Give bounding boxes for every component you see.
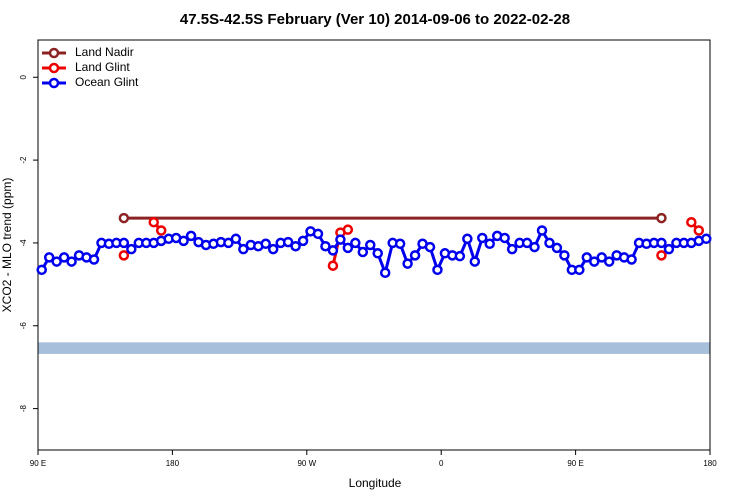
point: [379, 267, 391, 278]
point: [223, 237, 234, 249]
point: [365, 239, 376, 251]
point: [58, 252, 70, 263]
point: [656, 250, 667, 261]
point: [148, 216, 159, 228]
point: [88, 254, 100, 265]
x-tick-label: 0: [439, 459, 444, 468]
point: [118, 250, 130, 261]
point: [656, 212, 667, 224]
point: [454, 250, 466, 262]
x-tick-label: 90 E: [567, 459, 583, 468]
legend-label: Ocean Glint: [75, 75, 139, 89]
point: [66, 256, 77, 267]
x-tick-label: 90 E: [30, 459, 46, 468]
point: [327, 245, 339, 256]
point: [230, 233, 242, 245]
point: [342, 224, 354, 235]
y-tick-label: 0: [19, 74, 28, 79]
y-tick-label: -2: [19, 156, 28, 164]
point: [36, 264, 47, 276]
legend-marker: [48, 62, 60, 74]
point: [335, 234, 346, 245]
point: [409, 250, 421, 261]
point: [424, 241, 436, 253]
point: [402, 258, 413, 269]
point: [267, 243, 279, 255]
point: [155, 225, 167, 236]
y-tick-label: -4: [19, 239, 28, 247]
point: [529, 241, 540, 253]
point: [462, 233, 473, 245]
point: [432, 264, 443, 276]
point: [350, 237, 361, 249]
point: [603, 256, 615, 267]
point: [394, 238, 406, 250]
point: [320, 240, 331, 252]
y-axis-label: XCO2 - MLO trend (ppm): [0, 178, 14, 313]
point: [663, 243, 675, 255]
x-axis-label: Longitude: [349, 476, 402, 490]
point: [118, 212, 130, 224]
point: [51, 256, 62, 267]
point: [626, 254, 637, 265]
point: [477, 232, 488, 244]
point: [656, 237, 667, 249]
point: [342, 242, 354, 254]
point: [551, 242, 563, 254]
point: [506, 243, 518, 255]
point: [357, 246, 369, 258]
point: [596, 252, 607, 263]
legend-label: Land Nadir: [75, 45, 134, 59]
legend-label: Land Glint: [75, 60, 130, 74]
point: [178, 235, 189, 247]
point: [559, 250, 570, 261]
plot-frame: [37, 39, 711, 451]
y-tick-label: -8: [19, 404, 28, 412]
point: [260, 238, 271, 250]
x-tick-label: 180: [703, 459, 717, 468]
point: [312, 228, 324, 240]
point: [118, 237, 130, 249]
point: [521, 237, 533, 249]
point: [686, 216, 697, 228]
point: [581, 252, 593, 263]
point: [297, 235, 309, 247]
point: [574, 264, 585, 276]
point: [372, 248, 383, 259]
x-tick-label: 180: [166, 459, 180, 468]
legend-marker: [48, 77, 60, 89]
point: [536, 225, 548, 236]
x-tick-label: 90 W: [297, 459, 316, 468]
point: [126, 243, 137, 255]
point: [238, 243, 249, 255]
point: [43, 252, 55, 263]
point: [499, 232, 510, 244]
point: [290, 240, 301, 252]
point: [469, 256, 481, 267]
point: [185, 230, 197, 242]
point: [484, 238, 495, 250]
point: [282, 236, 294, 248]
point: [701, 233, 712, 245]
y-tick-label: -6: [19, 322, 28, 330]
point: [544, 237, 555, 249]
point: [589, 256, 600, 267]
point: [327, 260, 339, 271]
point: [693, 225, 705, 236]
band: [38, 342, 710, 354]
chart-title: 47.5S-42.5S February (Ver 10) 2014-09-06…: [180, 11, 570, 28]
legend-marker: [48, 47, 60, 59]
